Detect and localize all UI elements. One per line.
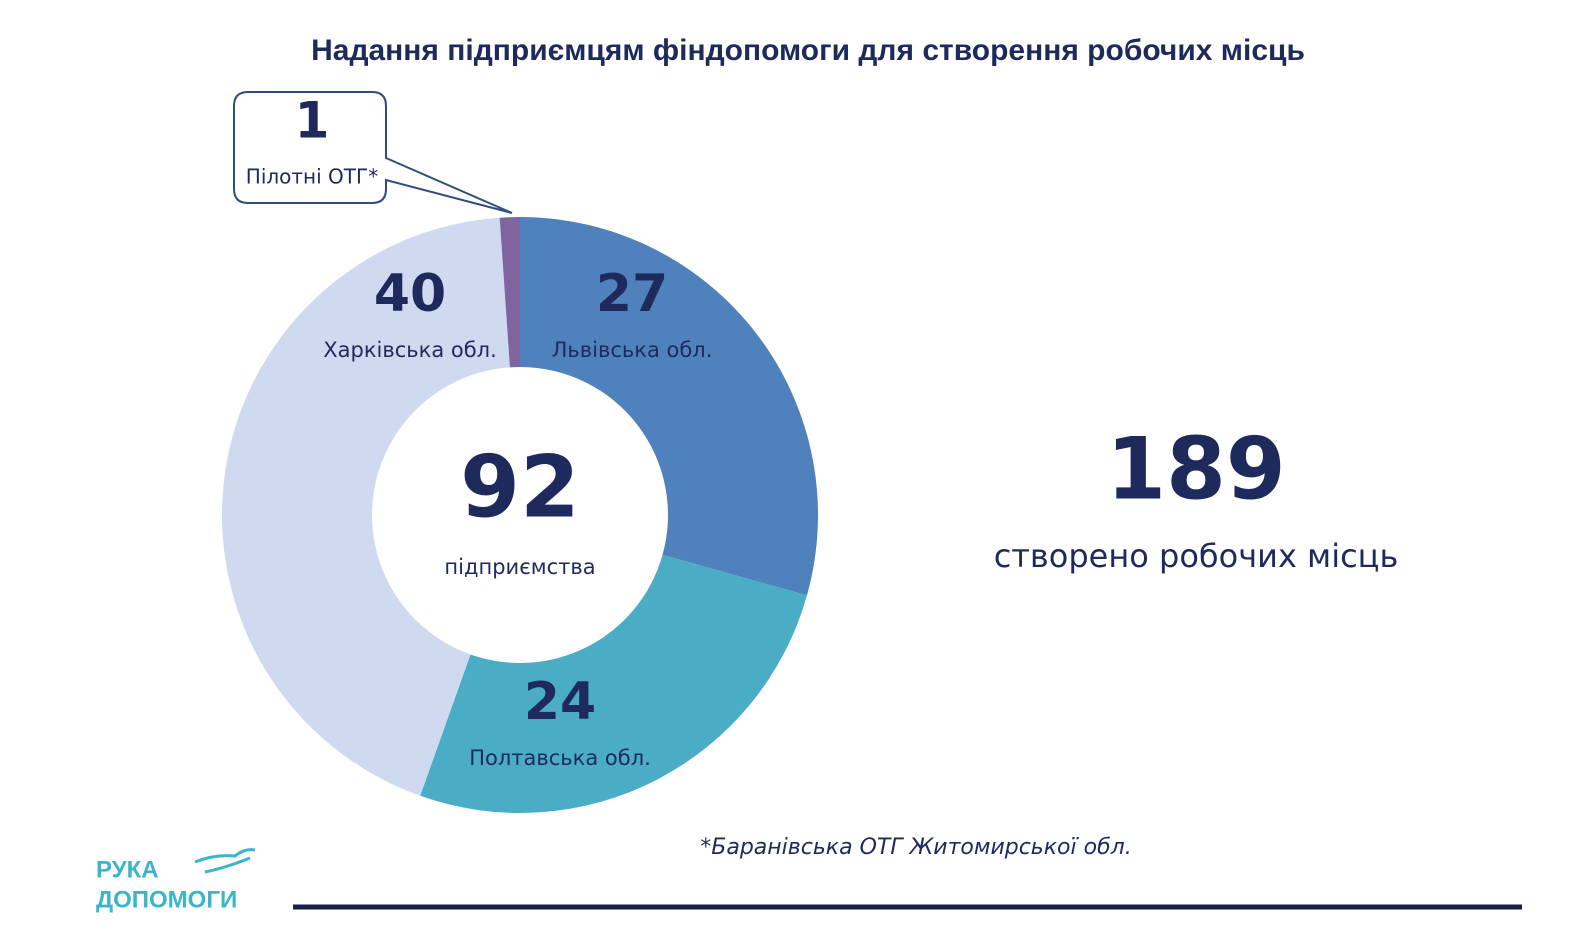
- value-label: 40: [374, 264, 446, 324]
- summary-label: створено робочих місць: [994, 537, 1399, 575]
- footnote: *Баранівська ОТГ Житомирської обл.: [700, 835, 1131, 860]
- donut-segment: [499, 217, 520, 368]
- category-label: Полтавська обл.: [469, 746, 651, 770]
- donut-segment: [520, 217, 819, 596]
- summary-value: 189: [1106, 419, 1286, 519]
- callout-box: [233, 91, 513, 214]
- chart-title: Надання підприємцям фіндопомоги для ство…: [311, 34, 1305, 67]
- category-label: Львівська обл.: [552, 338, 713, 362]
- value-label: 24: [524, 672, 596, 732]
- value-label: 27: [596, 264, 668, 324]
- category-label: Пілотні ОТГ*: [246, 165, 378, 189]
- logo-line: ДОПОМОГИ: [96, 886, 237, 913]
- category-label: Харківська обл.: [323, 338, 497, 362]
- center-value: 92: [460, 437, 580, 537]
- logo-line: РУКА: [96, 856, 159, 883]
- donut-segment: [221, 217, 510, 796]
- logo-icon: [194, 848, 256, 874]
- center-label: підприємства: [444, 555, 595, 579]
- donut-segment: [420, 554, 807, 813]
- value-label: 1: [295, 92, 330, 150]
